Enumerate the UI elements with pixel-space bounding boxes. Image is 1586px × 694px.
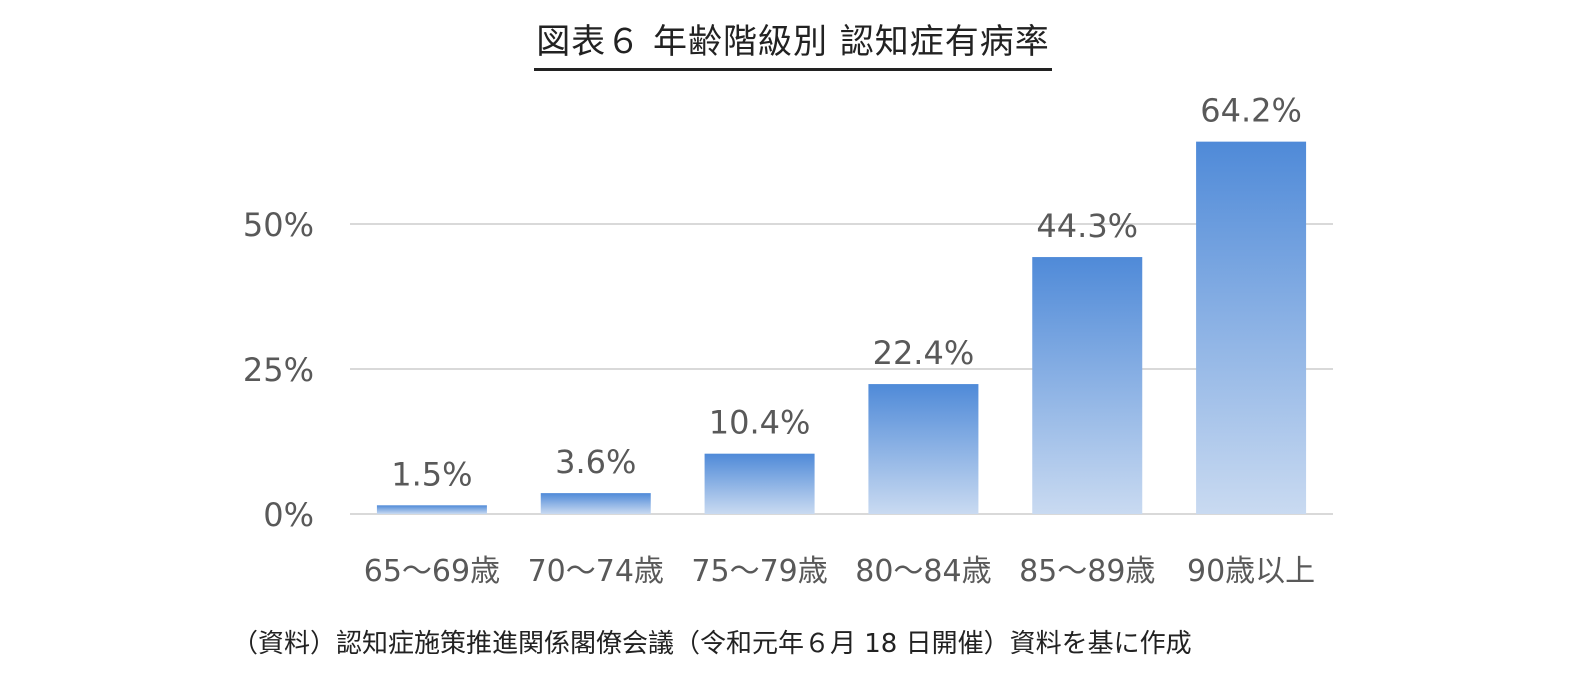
bar [376,505,487,514]
x-tick-label: 75～79歳 [691,554,827,589]
value-labels: 1.5% 3.6% 10.4% 22.4% 44.3% 64.2% [391,92,1302,494]
gridlines [350,223,1333,515]
x-tick-label: 85～89歳 [1019,554,1155,589]
bar [868,384,979,514]
x-tick-label: 80～84歳 [855,554,991,589]
value-label: 1.5% [391,455,472,493]
chart-title-wrapper: 図表６ 年齢階級別 認知症有病率 [0,18,1586,71]
y-tick-label: 25% [243,351,314,389]
chart-title: 図表６ 年齢階級別 認知症有病率 [534,18,1052,71]
bar [1032,257,1143,514]
bars [376,141,1307,514]
value-label: 22.4% [873,334,975,372]
x-tick-label: 65～69歳 [364,554,500,589]
value-label: 44.3% [1036,207,1138,245]
source-note: （資料）認知症施策推進関係閣僚会議（令和元年６月 18 日開催）資料を基に作成 [232,629,1192,659]
x-tick-label: 90歳以上 [1187,554,1315,589]
value-label: 3.6% [555,443,636,481]
x-tick-label: 70～74歳 [528,554,664,589]
bar [704,453,815,514]
value-label: 10.4% [709,404,811,442]
y-tick-label: 50% [243,206,314,244]
y-axis-tick-labels: 0% 25% 50% [243,206,314,534]
bar [1196,141,1307,514]
y-tick-label: 0% [263,496,314,534]
value-label: 64.2% [1200,92,1302,130]
bar [540,493,651,514]
x-axis-category-labels: 65～69歳 70～74歳 75～79歳 80～84歳 85～89歳 90歳以上 [364,554,1315,589]
